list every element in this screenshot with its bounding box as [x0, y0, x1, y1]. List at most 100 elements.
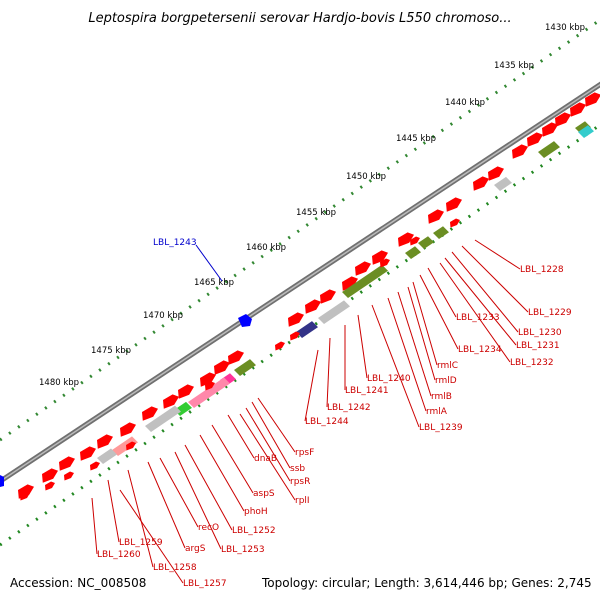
- gene-label[interactable]: LBL_1240: [367, 374, 411, 384]
- gene-label[interactable]: LBL_1229: [528, 308, 572, 318]
- gene-arrow[interactable]: [512, 144, 528, 159]
- gene-arrow[interactable]: [178, 384, 194, 399]
- gene-arrow[interactable]: [80, 446, 96, 461]
- gene-label[interactable]: LBL_1231: [516, 341, 560, 351]
- leader-line: [211, 424, 254, 494]
- gene-arrow-small[interactable]: [275, 341, 285, 351]
- gene-label[interactable]: aspS: [253, 489, 275, 499]
- gene-arrow[interactable]: [428, 209, 444, 224]
- cyan-gene[interactable]: [578, 125, 594, 138]
- pink-gene[interactable]: [188, 377, 230, 408]
- gene-arrow[interactable]: [142, 406, 158, 421]
- gene-arrow[interactable]: [163, 394, 179, 409]
- olive-gene[interactable]: [342, 264, 388, 298]
- gene-arrow-small[interactable]: [410, 236, 420, 246]
- gene-label[interactable]: LBL_1259: [119, 538, 163, 548]
- gene-label[interactable]: LBL_1228: [520, 265, 564, 275]
- gene-arrow[interactable]: [585, 92, 600, 107]
- gene-label[interactable]: LBL_1239: [419, 423, 463, 433]
- leader-line: [227, 414, 255, 459]
- kbp-tick-label: 1430 kbp: [545, 23, 585, 33]
- gene-arrow[interactable]: [305, 299, 321, 314]
- gene-label[interactable]: rpsF: [295, 448, 314, 458]
- gene-label[interactable]: LBL_1257: [183, 579, 227, 589]
- gene-label[interactable]: LBL_1230: [518, 328, 562, 338]
- gene-arrow[interactable]: [488, 166, 504, 181]
- pink-gene[interactable]: [112, 436, 138, 456]
- gene-label[interactable]: rmlB: [431, 392, 452, 402]
- gene-label[interactable]: rmlD: [435, 376, 457, 386]
- olive-gene[interactable]: [418, 236, 434, 249]
- gene-label[interactable]: rplI: [295, 496, 310, 506]
- gene-arrow[interactable]: [342, 276, 358, 291]
- olive-gene[interactable]: [234, 359, 256, 376]
- gene-arrow-small[interactable]: [205, 381, 215, 391]
- gene-arrow[interactable]: [446, 197, 462, 212]
- gene-label[interactable]: ssb: [290, 464, 305, 474]
- gene-arrow-small[interactable]: [64, 471, 74, 481]
- kbp-tick-label: 1440 kbp: [445, 98, 485, 108]
- olive-gene[interactable]: [405, 246, 421, 259]
- gene-label[interactable]: rmlC: [437, 361, 458, 371]
- gene-label[interactable]: LBL_1241: [345, 386, 389, 396]
- gene-label[interactable]: recO: [198, 523, 219, 533]
- map-title: Leptospira borgpetersenii serovar Hardjo…: [88, 11, 511, 26]
- olive-gene[interactable]: [433, 226, 449, 239]
- gene-arrow[interactable]: [200, 372, 216, 387]
- gene-arrow-small[interactable]: [380, 258, 390, 268]
- gene-label[interactable]: rmlA: [426, 407, 448, 417]
- gene-arrow[interactable]: [355, 261, 371, 276]
- gene-label[interactable]: argS: [185, 544, 206, 554]
- navy-gene[interactable]: [296, 321, 318, 338]
- blue-gene-lbl-1243[interactable]: LBL_1243: [153, 238, 252, 327]
- leader-line: [397, 291, 432, 397]
- gene-arrow[interactable]: [214, 360, 230, 375]
- gene-arrow-small[interactable]: [450, 218, 460, 228]
- rrna-gene[interactable]: [145, 405, 181, 432]
- gene-label[interactable]: rpsR: [290, 477, 310, 487]
- gene-arrow-small[interactable]: [126, 441, 136, 451]
- gene-arrow[interactable]: [120, 422, 136, 437]
- gene-label[interactable]: LBL_1260: [97, 550, 141, 560]
- gene-labels-right: LBL_1228 LBL_1229 LBL_1230 LBL_1231 LBL_1232…: [305, 265, 572, 433]
- blue-gene-arrow: [238, 314, 252, 327]
- gene-label[interactable]: LBL_1244: [305, 417, 349, 427]
- leader-line: [184, 444, 233, 531]
- gene-labels-lower: rpsF ssb rpsR rplI dnaB aspS phoH LBL_1252 LBL_1…: [97, 448, 314, 589]
- leader-line: [91, 497, 98, 555]
- gene-arrow[interactable]: [527, 132, 543, 147]
- gene-arrow[interactable]: [570, 102, 586, 117]
- gene-arrow[interactable]: [555, 112, 571, 127]
- olive-gene[interactable]: [538, 141, 560, 158]
- gene-label[interactable]: LBL_1233: [456, 313, 500, 323]
- gene-label[interactable]: LBL_1242: [327, 403, 371, 413]
- gene-arrow[interactable]: [542, 122, 558, 137]
- gene-label[interactable]: LBL_1252: [232, 526, 276, 536]
- gene-arrow-small[interactable]: [45, 481, 55, 491]
- gene-label[interactable]: LBL_1258: [153, 563, 197, 573]
- gene-label[interactable]: LBL_1253: [221, 545, 265, 555]
- gene-arrow[interactable]: [320, 289, 336, 304]
- gene-label[interactable]: LBL_1234: [458, 345, 502, 355]
- rrna-gene[interactable]: [97, 448, 117, 464]
- gene-arrow[interactable]: [372, 250, 388, 265]
- kbp-tick-label: 1445 kbp: [396, 134, 436, 144]
- olive-gene[interactable]: [575, 121, 591, 134]
- leader-line: [199, 434, 245, 512]
- gene-arrow-small[interactable]: [20, 491, 30, 501]
- gene-arrow-small[interactable]: [90, 461, 100, 471]
- gene-arrow[interactable]: [398, 232, 414, 247]
- gene-arrow[interactable]: [288, 312, 304, 327]
- gene-arrow-small[interactable]: [290, 331, 300, 341]
- gene-label[interactable]: LBL_1232: [510, 358, 554, 368]
- gene-arrow[interactable]: [97, 434, 113, 449]
- rrna-gene[interactable]: [494, 176, 512, 191]
- gene-arrow[interactable]: [228, 350, 244, 365]
- gene-arrow[interactable]: [473, 176, 489, 191]
- rrna-gene[interactable]: [318, 300, 350, 324]
- gene-arrow[interactable]: [59, 456, 75, 471]
- gene-label[interactable]: dnaB: [254, 454, 277, 464]
- gene-label[interactable]: phoH: [244, 507, 268, 517]
- gene-arrow[interactable]: [42, 468, 58, 483]
